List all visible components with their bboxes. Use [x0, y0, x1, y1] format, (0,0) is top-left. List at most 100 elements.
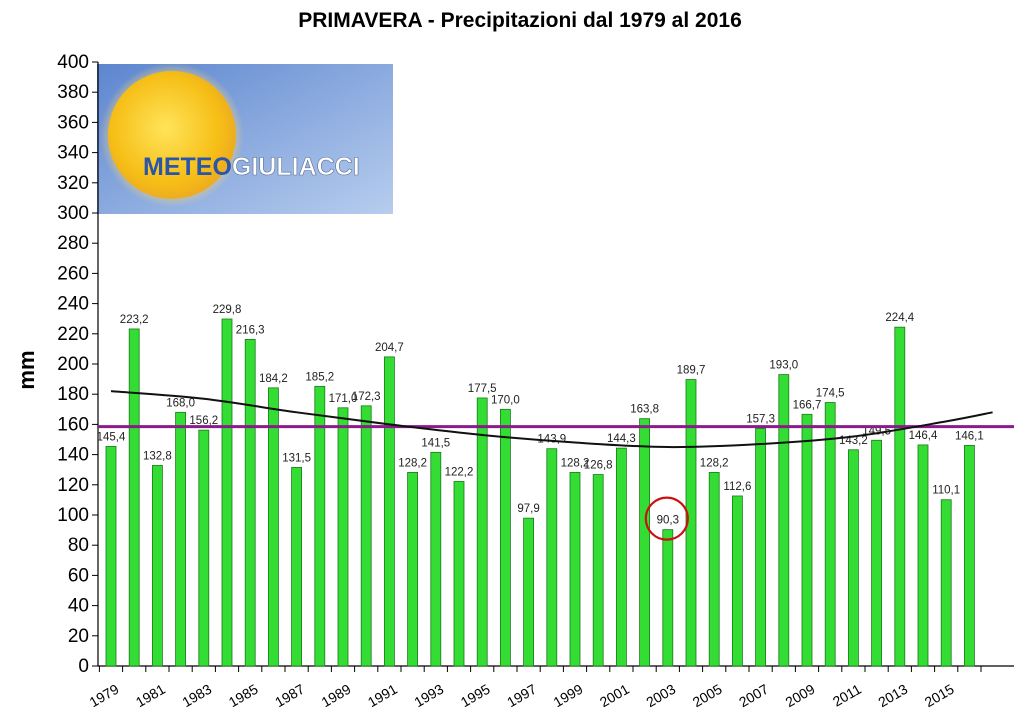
x-tick-label: 2007 — [736, 681, 771, 711]
bar-2015 — [940, 499, 952, 667]
x-tick-label: 1993 — [411, 681, 446, 711]
bar-2011 — [848, 449, 859, 667]
data-label-1991: 204,7 — [375, 342, 404, 354]
x-axis: 1979 1981 1983 1985 1987 1989 1991 1993 1995 1997… — [87, 665, 1014, 711]
bar-1983 — [198, 429, 210, 667]
bar-2004 — [685, 379, 697, 667]
data-labels: 145,4 223,2 132,8 168,0 156,2 229,8 216,3 184,2… — [97, 304, 984, 527]
y-axis: 0 20 40 60 80 100 120 140 160 180 200 220 240 260 280 3… — [57, 52, 99, 677]
bar-2008 — [778, 374, 790, 667]
y-tick-label: 0 — [78, 656, 89, 677]
bar-1985 — [244, 338, 256, 667]
bar-2005 — [708, 472, 720, 667]
y-tick-label: 360 — [57, 112, 89, 133]
y-tick-label: 80 — [68, 535, 89, 556]
bar-2009 — [801, 413, 813, 667]
bar-1980 — [128, 328, 140, 667]
x-tick-label: 1989 — [319, 681, 354, 711]
logo-text-giuliacci: GIULIACCI — [232, 153, 360, 181]
bar-2001 — [616, 447, 627, 667]
x-tick-label: 2001 — [597, 681, 632, 711]
y-tick-label: 300 — [57, 203, 89, 224]
x-tick-label: 2013 — [875, 681, 910, 711]
y-tick-label: 20 — [68, 626, 89, 647]
x-tick-label: 1981 — [133, 681, 168, 711]
data-label-2009: 166,7 — [793, 399, 822, 411]
bar-2014 — [917, 444, 929, 667]
data-label-1993: 141,5 — [421, 437, 450, 449]
y-tick-label: 120 — [57, 475, 89, 496]
bar-1996 — [499, 408, 511, 667]
highlight-circle — [644, 496, 689, 541]
data-label-2010: 174,5 — [816, 388, 845, 400]
bar-2007 — [755, 428, 766, 667]
x-tick-label: 1999 — [551, 681, 586, 711]
bar-1998 — [546, 448, 558, 667]
y-tick-label: 260 — [57, 263, 89, 284]
bar-2006 — [732, 495, 743, 667]
bar-1997 — [523, 517, 534, 667]
data-label-1984: 229,8 — [213, 304, 242, 316]
x-tick-label: 1991 — [365, 681, 400, 711]
data-label-2004: 189,7 — [677, 365, 706, 377]
data-label-1980: 223,2 — [120, 314, 149, 326]
y-tick-label: 380 — [57, 82, 89, 103]
trend-line — [110, 390, 993, 449]
sun-icon — [108, 71, 236, 199]
data-label-2007: 157,3 — [746, 413, 775, 425]
data-label-2001: 144,3 — [607, 433, 636, 445]
bar-1999 — [569, 472, 581, 667]
data-label-1988: 185,2 — [305, 371, 334, 383]
bar-1984 — [221, 318, 233, 667]
bar-2013 — [894, 326, 906, 667]
reference-lines — [98, 390, 1014, 541]
x-tick-label: 2005 — [690, 681, 725, 711]
bar-1979 — [105, 446, 117, 667]
y-tick-label: 280 — [57, 233, 89, 254]
bar-1987 — [291, 467, 303, 667]
logo-text-meteo: METEO — [143, 153, 232, 181]
x-tick-label: 1985 — [226, 681, 261, 711]
y-tick-label: 160 — [57, 414, 89, 435]
y-tick-label: 60 — [68, 565, 89, 586]
y-tick-label: 320 — [57, 173, 89, 194]
x-tick-label: 2009 — [783, 681, 818, 711]
data-label-1983: 156,2 — [189, 415, 218, 427]
y-tick-label: 180 — [57, 384, 89, 405]
data-label-2000: 126,8 — [584, 460, 613, 472]
data-label-1987: 131,5 — [282, 452, 311, 464]
x-tick-label: 1997 — [504, 681, 539, 711]
bar-1989 — [337, 407, 349, 667]
data-label-1995: 177,5 — [468, 383, 497, 395]
bar-1995 — [476, 397, 488, 667]
bar-1982 — [175, 411, 187, 667]
data-label-1979: 145,4 — [97, 431, 126, 443]
y-tick-label: 200 — [57, 354, 89, 375]
chart-title: PRIMAVERA - Precipitazioni dal 1979 al 2… — [298, 9, 742, 32]
y-tick-label: 40 — [68, 596, 89, 617]
y-tick-label: 240 — [57, 294, 89, 315]
logo: METEOGIULIACCI — [97, 63, 393, 214]
x-tick-label: 2011 — [830, 681, 864, 710]
data-label-2016: 146,1 — [955, 430, 984, 442]
data-label-1999: 128,2 — [561, 457, 590, 469]
x-tick-label: 1979 — [87, 681, 122, 711]
x-tick-label: 1995 — [458, 681, 493, 711]
data-label-2008: 193,0 — [769, 360, 798, 372]
data-label-2005: 128,2 — [700, 457, 729, 469]
bar-series — [105, 318, 975, 667]
bar-1993 — [430, 451, 442, 667]
bar-2010 — [824, 402, 836, 667]
bar-1992 — [407, 472, 419, 667]
data-label-1985: 216,3 — [236, 324, 265, 336]
x-tick-label: 2003 — [643, 681, 678, 711]
data-label-2014: 146,4 — [909, 430, 938, 442]
y-tick-label: 140 — [57, 445, 89, 466]
bar-2012 — [871, 439, 882, 667]
logo-text: METEOGIULIACCI — [143, 153, 360, 181]
bar-1990 — [360, 405, 372, 667]
y-tick-label: 400 — [57, 52, 89, 73]
data-label-1990: 172,3 — [352, 391, 381, 403]
data-label-2006: 112,6 — [723, 481, 751, 493]
y-tick-label: 340 — [57, 143, 89, 164]
